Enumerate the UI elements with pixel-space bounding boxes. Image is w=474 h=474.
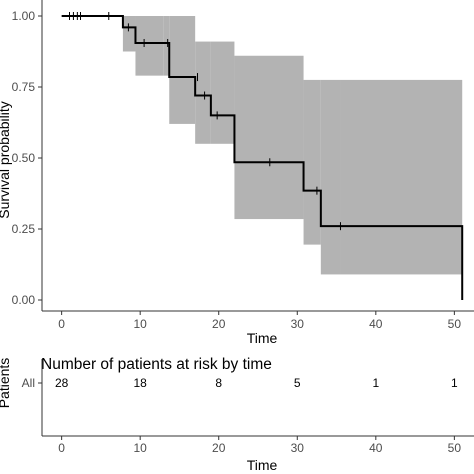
risk-values: 28 18 8 5 1 1 — [55, 376, 458, 390]
survival-chart: 0.00 0.25 0.50 0.75 1.00 0 10 20 30 40 50 Time Su… — [0, 0, 474, 346]
ci-segment — [169, 16, 196, 124]
y-tick-label: 0.00 — [12, 293, 36, 307]
y-tick-label: 0.25 — [12, 222, 36, 236]
risk-x-tick-label: 0 — [58, 441, 65, 455]
ci-segment — [320, 79, 341, 275]
risk-value: 1 — [372, 376, 379, 390]
risk-table: Number of patients at risk by time All P… — [0, 356, 474, 473]
risk-table-row-label: All — [22, 376, 35, 390]
x-tick-label: 40 — [369, 317, 383, 331]
x-tick-label: 0 — [58, 317, 65, 331]
ci-segment — [210, 41, 235, 144]
risk-value: 18 — [134, 376, 148, 390]
risk-x-tick-label: 20 — [212, 441, 226, 455]
risk-x-tick-label: 50 — [448, 441, 462, 455]
x-tick-label: 20 — [212, 317, 226, 331]
risk-table-title: Number of patients at risk by time — [41, 356, 272, 373]
risk-table-x-label: Time — [247, 457, 278, 473]
risk-value: 8 — [215, 376, 222, 390]
risk-x-tick-label: 40 — [369, 441, 383, 455]
y-axis-ticks: 0.00 0.25 0.50 0.75 1.00 — [12, 9, 42, 307]
x-tick-label: 10 — [134, 317, 148, 331]
ci-segment — [234, 55, 304, 220]
y-tick-label: 1.00 — [12, 9, 36, 23]
risk-x-tick-label: 10 — [134, 441, 148, 455]
survival-curve — [61, 15, 464, 300]
confidence-band — [122, 16, 463, 275]
ci-segment — [340, 79, 463, 275]
x-tick-label: 50 — [448, 317, 462, 331]
risk-value: 1 — [451, 376, 458, 390]
ci-segment — [135, 16, 164, 76]
risk-value: 28 — [55, 376, 69, 390]
risk-table-x-ticks: 0 10 20 30 40 50 — [58, 436, 461, 455]
x-tick-label: 30 — [291, 317, 305, 331]
ci-segment — [195, 41, 211, 144]
x-axis-ticks: 0 10 20 30 40 50 — [58, 311, 461, 331]
risk-table-y-label: Patients — [0, 358, 12, 409]
y-axis-label: Survival probability — [0, 101, 12, 219]
survival-step-line — [61, 15, 464, 300]
risk-value: 5 — [294, 376, 301, 390]
ci-segment — [122, 16, 136, 52]
y-tick-label: 0.50 — [12, 151, 36, 165]
risk-x-tick-label: 30 — [291, 441, 305, 455]
ci-segment — [303, 79, 321, 245]
y-tick-label: 0.75 — [12, 80, 36, 94]
censor-marks — [68, 12, 341, 231]
ci-segment — [163, 16, 170, 76]
x-axis-label: Time — [247, 330, 278, 346]
